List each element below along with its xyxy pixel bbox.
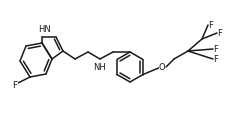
Text: F: F — [209, 21, 213, 30]
Text: F: F — [214, 45, 218, 54]
Text: F: F — [12, 80, 17, 89]
Text: HN: HN — [38, 25, 50, 34]
Text: NH: NH — [94, 63, 106, 72]
Text: F: F — [217, 29, 223, 38]
Text: O: O — [159, 63, 165, 72]
Text: F: F — [214, 55, 218, 64]
